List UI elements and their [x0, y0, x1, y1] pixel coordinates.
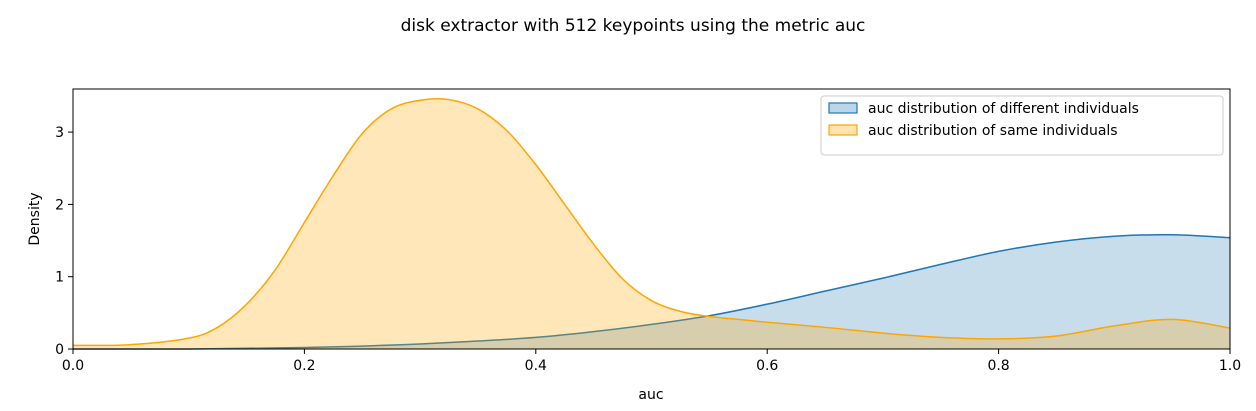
x-tick-label: 0.0: [62, 358, 84, 374]
y-tick-label: 2: [55, 197, 64, 213]
legend-frame: [820, 95, 1224, 156]
y-tick-label: 3: [55, 125, 64, 141]
x-tick-label: 0.6: [756, 358, 778, 374]
series-line-2: [72, 97, 1231, 347]
legend-swatch-1: [828, 102, 858, 114]
x-axis-label: auc: [638, 387, 663, 403]
series-area-1: [73, 234, 1230, 350]
legend: auc distribution of different individual…: [820, 95, 1224, 156]
y-axis: 0 1 2 3: [55, 125, 73, 358]
x-axis: 0.0 0.2 0.4 0.6 0.8 1.0: [62, 349, 1241, 374]
series-layer: [72, 97, 1231, 350]
chart-title: disk extractor with 512 keypoints using …: [401, 16, 866, 36]
series-line-1: [73, 233, 1231, 350]
x-tick-label: 0.8: [987, 358, 1009, 374]
legend-items: auc distribution of different individual…: [828, 101, 1139, 139]
legend-label-2: auc distribution of same individuals: [868, 123, 1118, 139]
y-tick-label: 1: [55, 270, 64, 286]
series-area-2: [73, 98, 1230, 349]
y-axis-label: Density: [27, 192, 43, 245]
x-tick-label: 1.0: [1219, 358, 1241, 374]
x-tick-label: 0.2: [293, 358, 315, 374]
plot-frame: [72, 88, 1231, 350]
legend-label-1: auc distribution of different individual…: [868, 101, 1139, 117]
x-tick-label: 0.4: [525, 358, 547, 374]
legend-swatch-2: [828, 124, 858, 136]
y-tick-label: 0: [55, 342, 64, 358]
